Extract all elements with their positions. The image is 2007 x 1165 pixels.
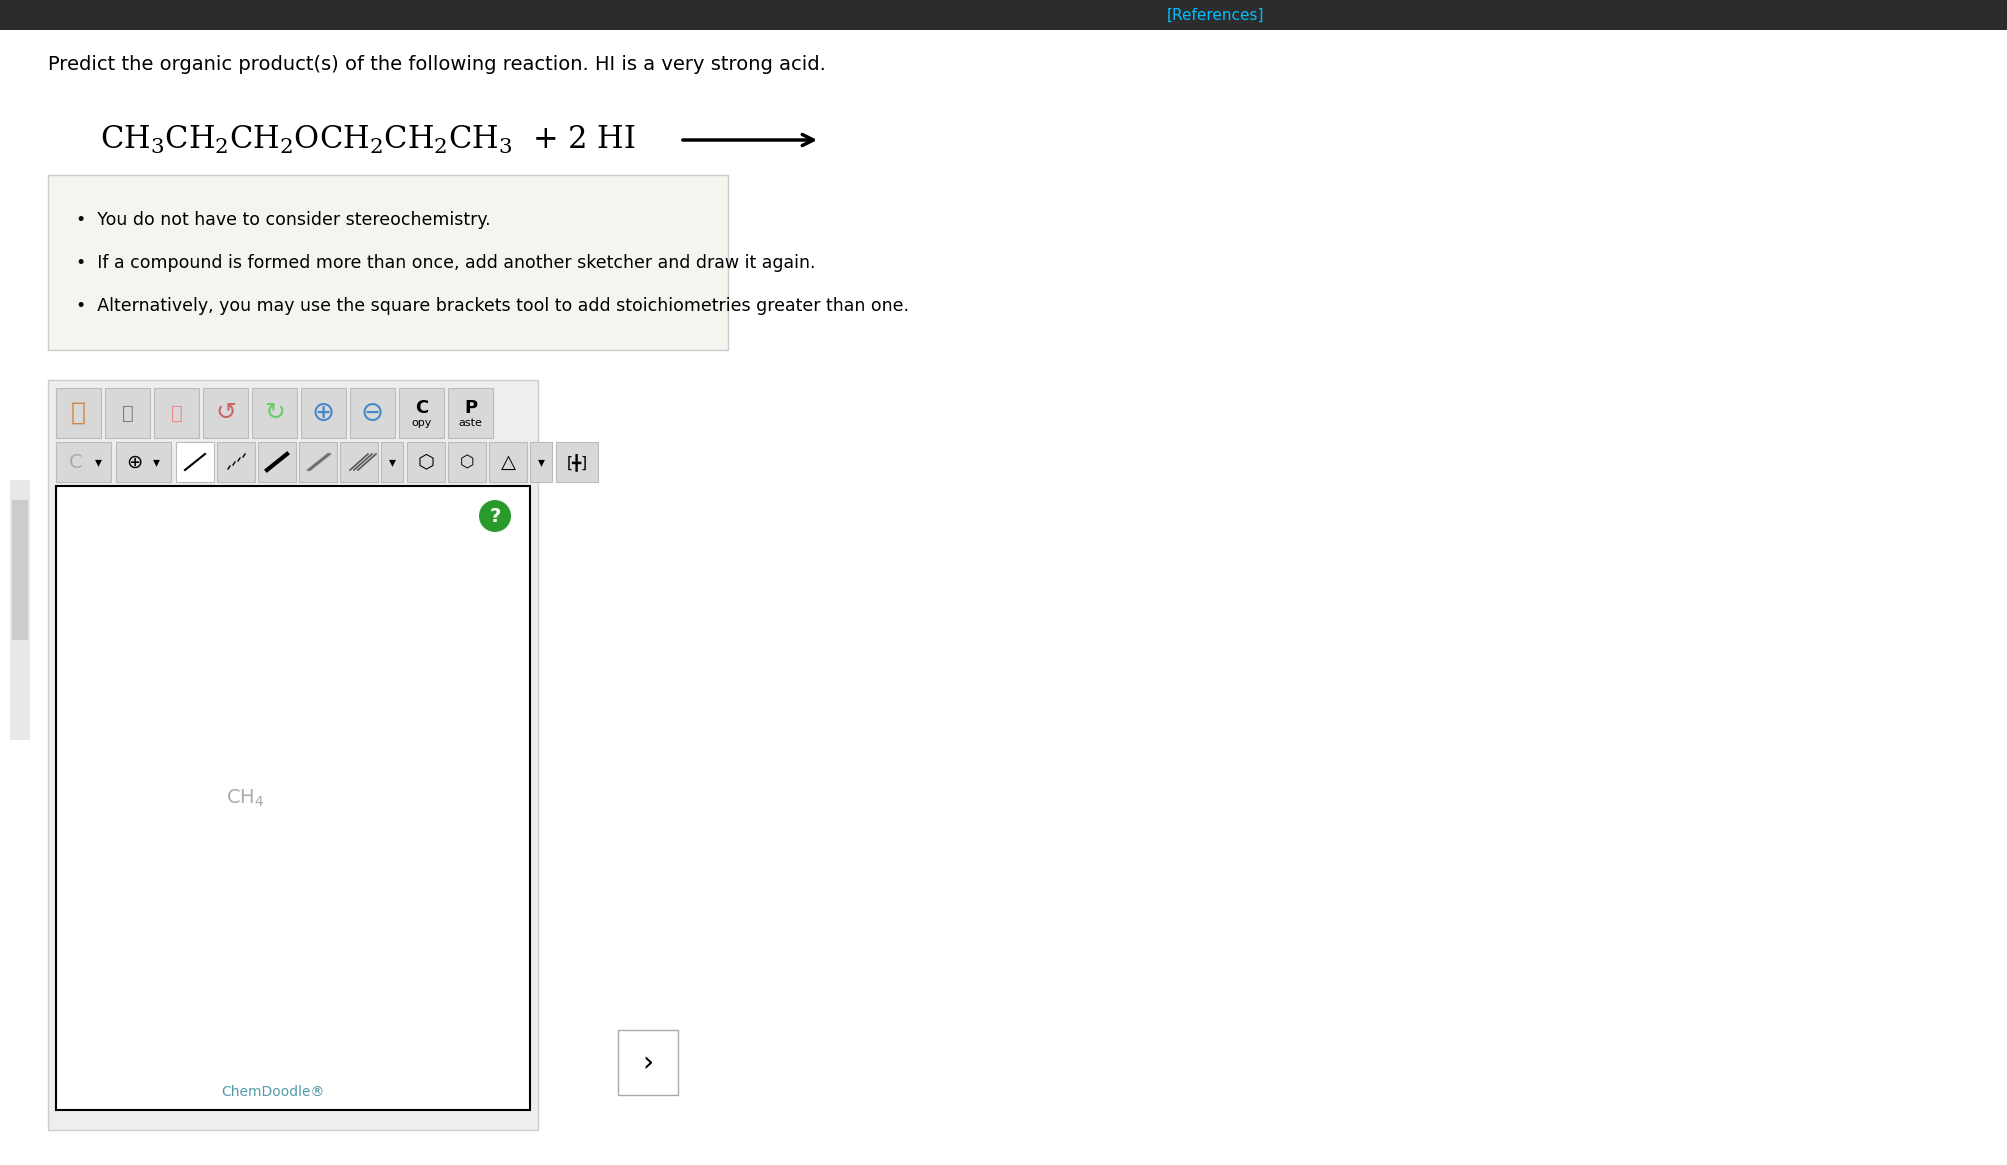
Bar	[339, 442, 377, 482]
Bar	[299, 442, 337, 482]
Bar	[116, 442, 171, 482]
Text: ↺: ↺	[215, 401, 237, 425]
Text: ›: ›	[642, 1048, 654, 1076]
Text: ⊖: ⊖	[361, 398, 383, 428]
Text: ▾: ▾	[153, 456, 159, 469]
Bar	[301, 388, 345, 438]
Text: 🧴: 🧴	[122, 403, 132, 423]
Text: •  You do not have to consider stereochemistry.: • You do not have to consider stereochem…	[76, 211, 490, 230]
Bar	[56, 486, 530, 1110]
Text: ⊕: ⊕	[311, 398, 335, 428]
Text: 🩹: 🩹	[171, 403, 183, 423]
Bar	[104, 388, 151, 438]
Text: △: △	[500, 452, 516, 472]
Text: C: C	[68, 452, 82, 472]
Bar	[399, 388, 444, 438]
Text: •  Alternatively, you may use the square brackets tool to add stoichiometries gr: • Alternatively, you may use the square …	[76, 297, 909, 315]
Bar	[48, 380, 538, 1130]
Bar	[407, 442, 446, 482]
Text: ↻: ↻	[265, 401, 285, 425]
Circle shape	[480, 500, 512, 532]
Bar	[56, 388, 100, 438]
Text: $\mathregular{CH_4}$: $\mathregular{CH_4}$	[227, 788, 265, 809]
Text: P: P	[464, 398, 478, 417]
Text: ?: ?	[490, 507, 500, 525]
Text: ▾: ▾	[94, 456, 102, 469]
Bar	[448, 442, 486, 482]
Text: ⊕: ⊕	[126, 452, 142, 472]
Text: ChemDoodle®: ChemDoodle®	[221, 1085, 325, 1099]
Bar	[203, 388, 249, 438]
Bar	[253, 388, 297, 438]
Bar	[217, 442, 255, 482]
Bar	[10, 480, 30, 740]
Text: Predict the organic product(s) of the following reaction. HI is a very strong ac: Predict the organic product(s) of the fo…	[48, 56, 825, 75]
Text: •  If a compound is formed more than once, add another sketcher and draw it agai: • If a compound is formed more than once…	[76, 254, 815, 271]
Bar	[530, 442, 552, 482]
Bar	[155, 388, 199, 438]
Bar	[448, 388, 494, 438]
Bar	[556, 442, 598, 482]
Text: ⬡: ⬡	[417, 452, 434, 472]
Text: [╋]: [╋]	[566, 453, 588, 471]
Text: opy: opy	[411, 418, 432, 428]
Text: ⬡: ⬡	[460, 453, 474, 471]
Bar	[12, 500, 28, 640]
Bar	[0, 0, 2007, 30]
Bar	[618, 1030, 678, 1095]
Bar	[56, 442, 110, 482]
Bar	[381, 442, 403, 482]
Text: $\mathregular{CH_3CH_2CH_2OCH_2CH_2CH_3}$  + 2 HI: $\mathregular{CH_3CH_2CH_2OCH_2CH_2CH_3}…	[100, 123, 636, 156]
Text: ▾: ▾	[538, 456, 544, 469]
Bar	[177, 442, 215, 482]
Text: ▾: ▾	[389, 456, 395, 469]
Bar	[48, 175, 729, 350]
Text: [References]: [References]	[1166, 7, 1264, 22]
Bar	[349, 388, 395, 438]
Bar	[259, 442, 295, 482]
Text: aste: aste	[458, 418, 482, 428]
Text: ✋: ✋	[70, 401, 86, 425]
Bar	[490, 442, 528, 482]
Text: C: C	[415, 398, 427, 417]
